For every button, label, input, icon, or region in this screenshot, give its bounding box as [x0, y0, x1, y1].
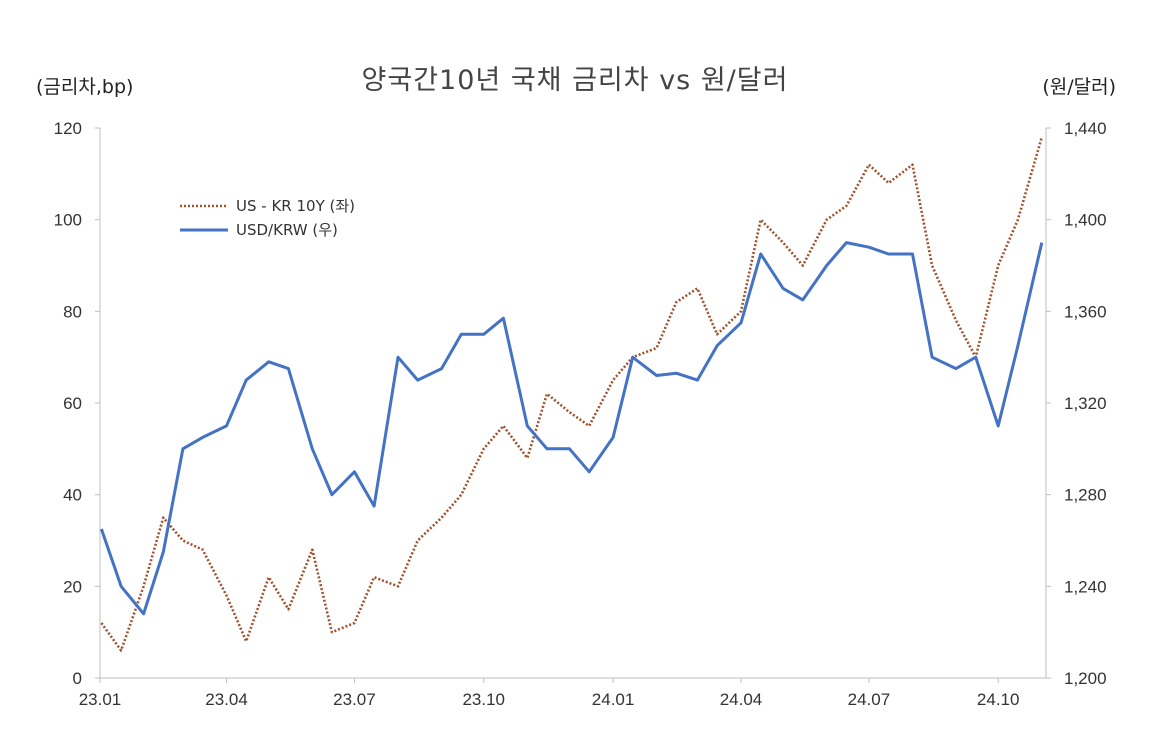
- series-line-usd-krw: [99, 241, 1044, 616]
- left-tick-label: 120: [54, 119, 82, 138]
- x-tick-label: 23.10: [462, 690, 505, 709]
- left-tick-label: 0: [73, 669, 82, 688]
- x-tick-label: 23.07: [333, 690, 376, 709]
- series-line-us-kr-10y: [100, 136, 1044, 652]
- x-tick-label: 24.01: [592, 690, 635, 709]
- right-tick-label: 1,320: [1064, 394, 1107, 413]
- right-tick-label: 1,440: [1064, 119, 1107, 138]
- left-tick-label: 40: [63, 486, 82, 505]
- left-tick-label: 20: [63, 577, 82, 596]
- left-tick-label: 100: [54, 211, 82, 230]
- left-axis-unit: (금리차,bp): [36, 76, 134, 98]
- right-tick-label: 1,280: [1064, 486, 1107, 505]
- x-tick-label: 23.01: [79, 690, 122, 709]
- right-tick-label: 1,400: [1064, 211, 1107, 230]
- right-tick-label: 1,360: [1064, 302, 1107, 321]
- legend-label: US - KR 10Y (좌): [236, 197, 355, 215]
- x-tick-label: 24.07: [848, 690, 891, 709]
- right-tick-label: 1,240: [1064, 577, 1107, 596]
- left-tick-label: 60: [63, 394, 82, 413]
- x-tick-label: 24.04: [720, 690, 763, 709]
- x-tick-label: 24.10: [977, 690, 1020, 709]
- chart-title: 양국간10년 국채 금리차 vs 원/달러: [361, 65, 789, 96]
- right-tick-label: 1,200: [1064, 669, 1107, 688]
- legend-label: USD/KRW (우): [236, 221, 338, 239]
- left-tick-label: 80: [63, 302, 82, 321]
- right-axis-unit: (원/달러): [1042, 76, 1116, 98]
- x-tick-label: 23.04: [205, 690, 248, 709]
